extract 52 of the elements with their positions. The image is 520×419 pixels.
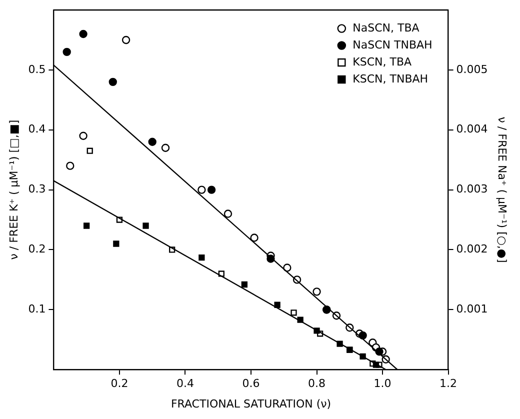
x-tick-label: 1.0: [374, 377, 392, 390]
y-tick-label: 0.3: [28, 182, 46, 196]
point: [62, 48, 71, 56]
x-tick-label: 0.6: [242, 377, 260, 390]
point: [358, 331, 367, 340]
point: [207, 186, 216, 194]
x-tick-label: 1.2: [440, 377, 458, 390]
point: [86, 148, 93, 154]
x-axis-title: FRACTIONAL SATURATION (ν): [170, 397, 332, 410]
point: [266, 254, 275, 263]
x-tick-label: 0.8: [308, 377, 326, 390]
point: [198, 254, 205, 261]
y-axis-title: ν / FREE K⁺ ( μM⁻¹) [□,■]: [7, 120, 20, 260]
x-tick-label: 0.4: [176, 377, 194, 390]
y2-axis-title: ν / FREE Na⁺ ( μM⁻¹) [○,●]: [496, 116, 509, 263]
point: [290, 310, 297, 316]
point: [79, 132, 88, 140]
point: [122, 36, 130, 44]
point: [113, 240, 120, 247]
point: [161, 144, 170, 152]
point: [297, 316, 304, 323]
legend-label: KSCN, TNBAH: [352, 72, 428, 86]
y2-tick-label: 0.005: [456, 62, 488, 76]
point: [241, 281, 248, 288]
point: [142, 222, 149, 229]
point: [360, 353, 366, 360]
y-tick-label: 0.4: [28, 122, 46, 136]
point: [375, 348, 384, 356]
y-tick-label: 0.1: [28, 302, 46, 316]
point: [108, 78, 117, 86]
y2-tick-label: 0.001: [456, 302, 488, 316]
point: [336, 340, 343, 347]
legend-label: KSCN, TBA: [352, 55, 412, 68]
y2-tick-label: 0.004: [456, 122, 488, 136]
y2-tick-label: 0.002: [456, 242, 488, 256]
point: [84, 222, 90, 229]
point: [250, 234, 258, 242]
point: [314, 328, 320, 334]
y2-tick-label: 0.003: [456, 182, 488, 196]
y-tick-label: 0.2: [28, 242, 46, 256]
point: [79, 30, 88, 38]
point: [224, 210, 232, 218]
legend-label: NaSCN, TBA: [352, 21, 420, 34]
point: [198, 186, 206, 194]
x-tick-label: 0.2: [110, 377, 128, 390]
legend-label: NaSCN TNBAH: [352, 38, 432, 52]
point: [372, 362, 380, 368]
point: [66, 162, 74, 170]
y-tick-label: 0.5: [28, 62, 46, 76]
point: [274, 302, 280, 308]
point: [312, 288, 321, 296]
point: [148, 138, 156, 146]
